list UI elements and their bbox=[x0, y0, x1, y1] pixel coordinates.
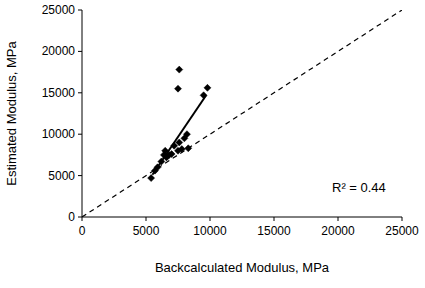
scatter-point bbox=[178, 146, 185, 153]
y-tick bbox=[78, 51, 82, 52]
x-tick bbox=[338, 217, 339, 221]
y-axis-line bbox=[82, 10, 83, 217]
equality-line bbox=[82, 10, 402, 217]
chart-container: 0 5000 10000 15000 20000 25000 0 5000 10000 15000… bbox=[0, 0, 425, 288]
x-tick bbox=[82, 217, 83, 221]
y-tick bbox=[78, 10, 82, 11]
scatter-point bbox=[204, 84, 211, 91]
y-tick-label: 10000 bbox=[42, 127, 76, 141]
x-tick-label: 0 bbox=[79, 224, 86, 238]
x-axis-label: Backcalculated Modulus, MPa bbox=[155, 260, 330, 275]
x-tick bbox=[402, 217, 403, 221]
y-tick-label: 20000 bbox=[42, 44, 76, 58]
y-tick bbox=[78, 175, 82, 176]
y-tick-label: 25000 bbox=[42, 3, 76, 17]
y-tick-label: 15000 bbox=[42, 86, 76, 100]
x-tick bbox=[210, 217, 211, 221]
y-axis-label: Estimated Modulus, MPa bbox=[4, 40, 19, 185]
scatter-point bbox=[148, 175, 155, 182]
y-tick-label: 5000 bbox=[48, 169, 75, 183]
x-tick bbox=[146, 217, 147, 221]
y-tick bbox=[78, 92, 82, 93]
chart-svg: 0 5000 10000 15000 20000 25000 0 5000 10000 15000… bbox=[0, 0, 425, 288]
trend-line bbox=[152, 95, 206, 174]
y-tick bbox=[78, 217, 82, 218]
scatter-point bbox=[183, 131, 190, 138]
scatter-point bbox=[176, 66, 183, 73]
x-tick-label: 5000 bbox=[133, 224, 160, 238]
x-tick-label: 25000 bbox=[385, 224, 419, 238]
x-tick bbox=[274, 217, 275, 221]
y-tick-label: 0 bbox=[68, 210, 75, 224]
annotation: R² = 0.44 bbox=[332, 180, 386, 195]
scatter-point bbox=[175, 85, 182, 92]
x-axis-line bbox=[82, 217, 402, 218]
x-tick-label: 15000 bbox=[257, 224, 291, 238]
y-tick bbox=[78, 134, 82, 135]
x-tick-label: 10000 bbox=[193, 224, 227, 238]
x-tick-label: 20000 bbox=[321, 224, 355, 238]
plot-data bbox=[82, 10, 402, 217]
